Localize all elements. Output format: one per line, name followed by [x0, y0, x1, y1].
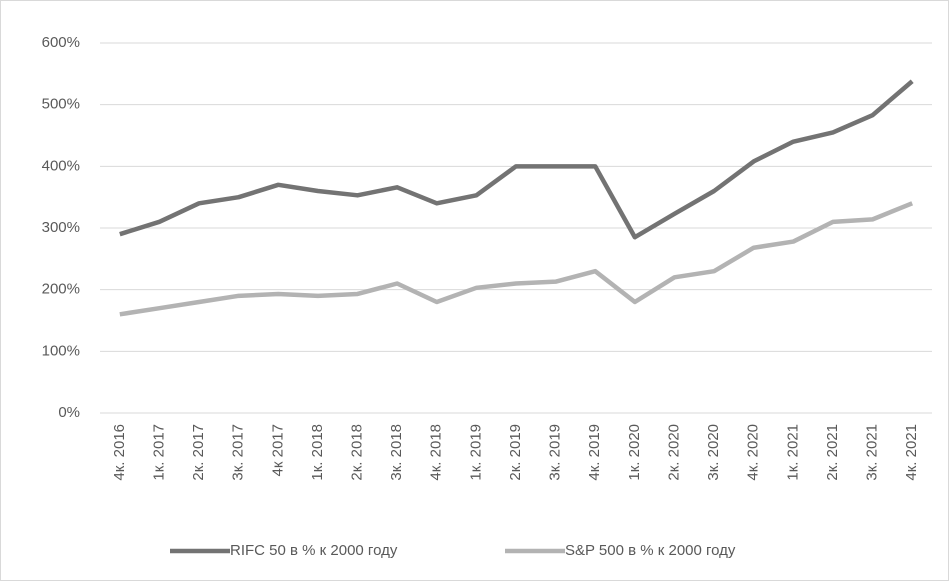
x-tick-label: 4к. 2016: [111, 424, 128, 481]
x-tick-label: 3к. 2020: [705, 424, 722, 481]
x-tick-label: 3к. 2021: [864, 424, 881, 481]
y-tick-label: 300%: [42, 219, 80, 236]
x-tick-label: 4к 2017: [269, 424, 286, 476]
y-tick-label: 400%: [42, 157, 80, 174]
x-tick-label: 2к. 2018: [348, 424, 365, 481]
y-tick-label: 200%: [42, 281, 80, 298]
x-tick-label: 4к. 2018: [428, 424, 445, 481]
x-tick-label: 3к. 2018: [388, 424, 405, 481]
legend-label: S&P 500 в % к 2000 году: [565, 542, 736, 559]
y-tick-label: 600%: [42, 34, 80, 51]
x-tick-label: 4к. 2020: [745, 424, 762, 481]
line-series: [119, 201, 914, 317]
x-tick-label: 1к. 2021: [784, 424, 801, 481]
y-tick-label: 100%: [42, 342, 80, 359]
x-tick-label: 2к. 2017: [190, 424, 207, 481]
legend-label: RIFC 50 в % к 2000 году: [230, 542, 398, 559]
x-tick-label: 4к. 2019: [586, 424, 603, 481]
x-tick-label: 1к. 2018: [309, 424, 326, 481]
x-tick-label: 3к. 2019: [547, 424, 564, 481]
y-tick-label: 0%: [58, 404, 80, 421]
x-tick-label: 2к. 2019: [507, 424, 524, 481]
x-tick-label: 2к. 2020: [665, 424, 682, 481]
line-series: [119, 79, 914, 240]
y-tick-label: 500%: [42, 96, 80, 113]
x-tick-label: 1к. 2019: [467, 424, 484, 481]
x-tick-label: 1к. 2020: [626, 424, 643, 481]
x-tick-label: 2к. 2021: [824, 424, 841, 481]
x-tick-label: 1к. 2017: [150, 424, 167, 481]
x-tick-label: 4к. 2021: [903, 424, 920, 481]
x-tick-label: 3к. 2017: [230, 424, 247, 481]
